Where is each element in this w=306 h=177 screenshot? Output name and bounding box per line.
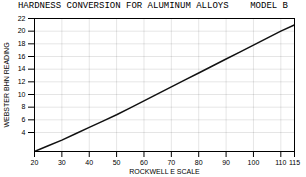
svg-text:20: 20: [18, 27, 26, 34]
svg-text:ROCKWELL E SCALE: ROCKWELL E SCALE: [129, 168, 200, 175]
svg-text:14: 14: [18, 65, 26, 72]
svg-text:8: 8: [22, 103, 26, 110]
svg-text:80: 80: [195, 159, 203, 166]
svg-text:40: 40: [85, 159, 93, 166]
svg-text:110: 110: [275, 159, 286, 166]
svg-text:90: 90: [222, 159, 230, 166]
svg-text:20: 20: [31, 159, 39, 166]
svg-text:115: 115: [289, 159, 300, 166]
svg-text:WEBSTER BHN READING: WEBSTER BHN READING: [3, 42, 10, 127]
svg-text:100: 100: [248, 159, 260, 166]
svg-text:6: 6: [22, 116, 26, 123]
svg-text:18: 18: [18, 40, 26, 47]
html-text:HARDNESS CONVERSION FOR ALUMIN: HARDNESS CONVERSION FOR ALUMINUM ALLOYS …: [18, 1, 288, 11]
svg-text:30: 30: [58, 159, 66, 166]
svg-text:16: 16: [18, 53, 26, 60]
svg-text:70: 70: [167, 159, 175, 166]
svg-text:50: 50: [113, 159, 121, 166]
svg-text:4: 4: [22, 129, 26, 136]
svg-text:12: 12: [18, 78, 26, 85]
svg-text:60: 60: [140, 159, 148, 166]
svg-text:22: 22: [18, 15, 26, 22]
svg-text:10: 10: [18, 91, 26, 98]
